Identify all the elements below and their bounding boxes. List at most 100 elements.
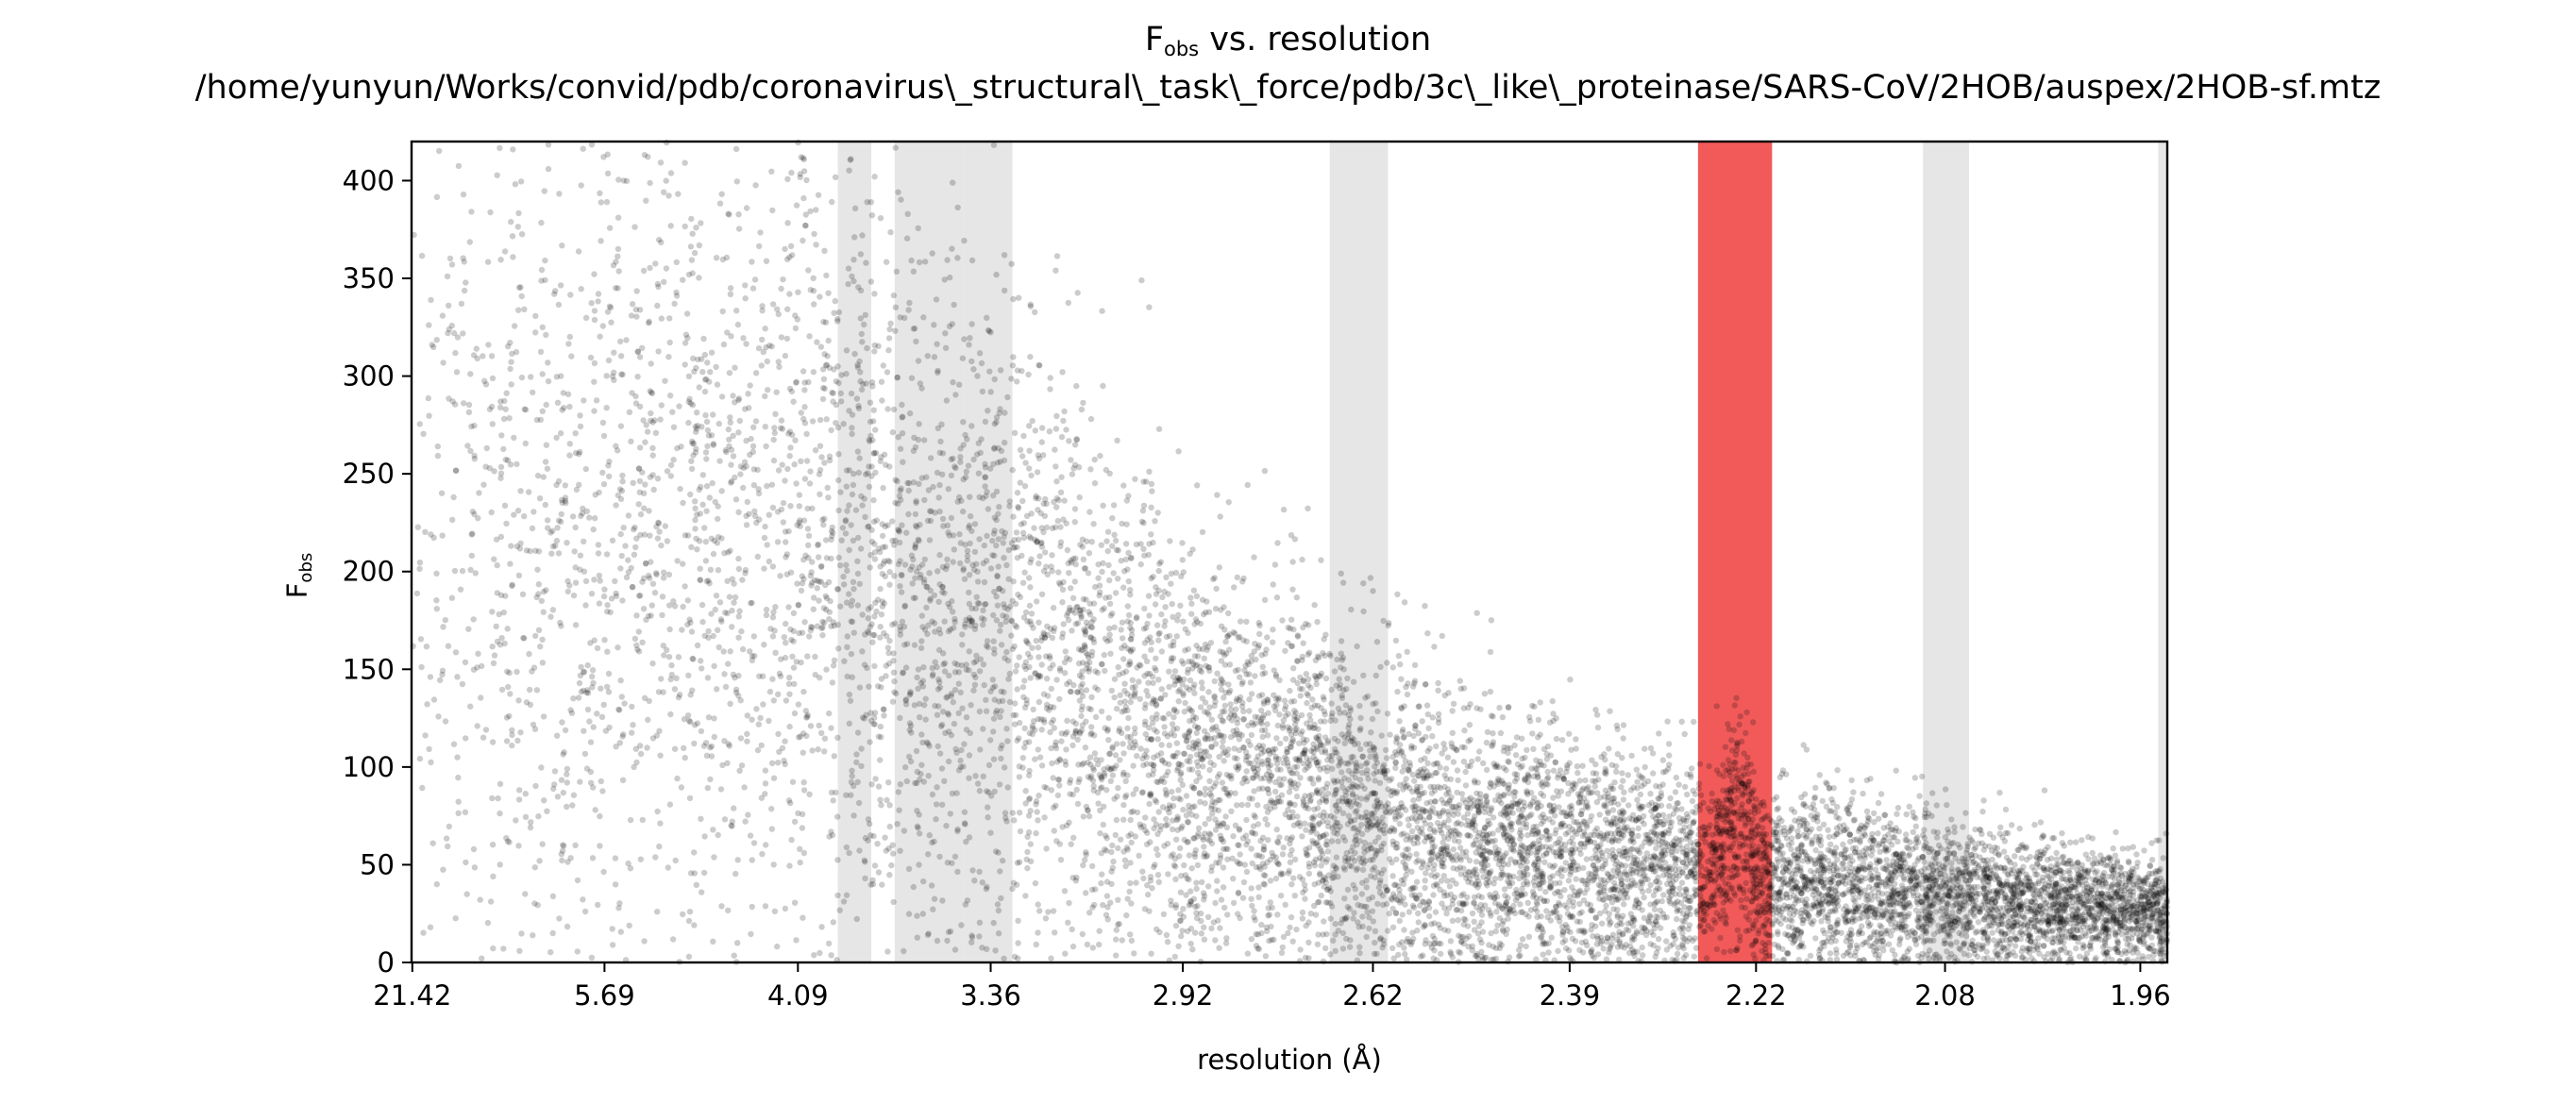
data-point [1356, 949, 1363, 957]
data-point [725, 426, 732, 433]
data-point [812, 653, 818, 661]
data-point [745, 811, 751, 818]
data-point [1092, 713, 1100, 721]
data-point [1535, 734, 1541, 741]
data-point [1473, 849, 1479, 856]
data-point [1341, 740, 1348, 746]
data-point [837, 390, 844, 397]
data-point [1636, 772, 1642, 778]
data-point [728, 461, 734, 468]
data-point [880, 362, 886, 369]
data-point [1652, 878, 1659, 885]
data-point [804, 653, 811, 660]
data-point [1258, 921, 1265, 928]
data-point [2110, 845, 2116, 852]
data-point [535, 581, 542, 588]
data-point [542, 459, 549, 465]
data-point [1866, 935, 1873, 942]
data-point [1998, 881, 2005, 888]
data-point [2047, 895, 2055, 902]
data-point [600, 480, 608, 488]
data-point [504, 626, 511, 632]
data-point [1663, 865, 1671, 872]
data-point [1127, 931, 1134, 938]
data-point [983, 600, 989, 608]
data-point [1181, 750, 1187, 757]
data-point [645, 612, 652, 619]
data-point [578, 688, 585, 695]
data-point [1289, 559, 1296, 565]
data-point [727, 648, 733, 655]
data-point [730, 393, 736, 399]
data-point [734, 857, 741, 863]
data-point [1687, 771, 1694, 778]
data-point [1031, 525, 1037, 531]
data-point [998, 621, 1004, 628]
data-point [1153, 622, 1161, 628]
data-point [603, 405, 610, 411]
data-point [678, 443, 684, 450]
data-point [1738, 896, 1744, 904]
data-point [462, 809, 469, 815]
data-point [1765, 900, 1772, 907]
data-point [982, 460, 988, 467]
data-point [1376, 779, 1384, 786]
data-point [1329, 710, 1336, 716]
data-point [595, 298, 601, 305]
data-point [790, 398, 797, 405]
data-point [2129, 935, 2135, 942]
data-point [858, 330, 865, 338]
data-point [1001, 955, 1007, 962]
data-point [1573, 736, 1579, 743]
data-point [1264, 696, 1271, 703]
data-point [1442, 765, 1450, 772]
data-point [1158, 686, 1166, 693]
data-point [2152, 928, 2160, 935]
data-point [1021, 483, 1029, 490]
data-point [654, 909, 661, 915]
data-point [747, 832, 754, 839]
data-point [427, 674, 434, 680]
data-point [699, 618, 706, 626]
data-point [578, 512, 584, 519]
data-point [683, 310, 691, 317]
data-point [1118, 558, 1124, 564]
data-point [1563, 945, 1570, 952]
data-point [2041, 884, 2047, 891]
data-point [1478, 919, 1485, 926]
data-point [661, 278, 667, 285]
data-point [1303, 827, 1309, 833]
data-point [972, 605, 980, 612]
data-point [1152, 861, 1158, 868]
data-point [762, 424, 768, 430]
data-point [897, 781, 904, 788]
data-point [452, 649, 460, 656]
data-point [1125, 611, 1133, 619]
data-point [997, 627, 1003, 634]
data-point [1106, 577, 1113, 584]
data-point [1113, 705, 1120, 712]
data-point [715, 503, 721, 510]
data-point [1511, 771, 1518, 778]
data-point [1225, 746, 1232, 753]
data-point [792, 325, 800, 332]
data-point [1371, 950, 1378, 958]
data-point [686, 909, 694, 915]
data-point [884, 644, 892, 651]
data-point [1086, 910, 1093, 916]
data-point [1692, 886, 1698, 893]
data-point [968, 358, 975, 365]
data-point [1035, 560, 1042, 567]
data-point [933, 296, 940, 303]
data-point [744, 498, 750, 506]
data-point [1906, 803, 1913, 810]
data-point [815, 554, 822, 560]
data-point [539, 841, 546, 847]
data-point [611, 376, 617, 383]
data-point [1576, 946, 1583, 954]
data-point [1734, 945, 1741, 951]
data-point [807, 287, 814, 293]
data-point [591, 308, 598, 314]
data-point [1175, 787, 1182, 794]
data-point [1218, 686, 1225, 694]
